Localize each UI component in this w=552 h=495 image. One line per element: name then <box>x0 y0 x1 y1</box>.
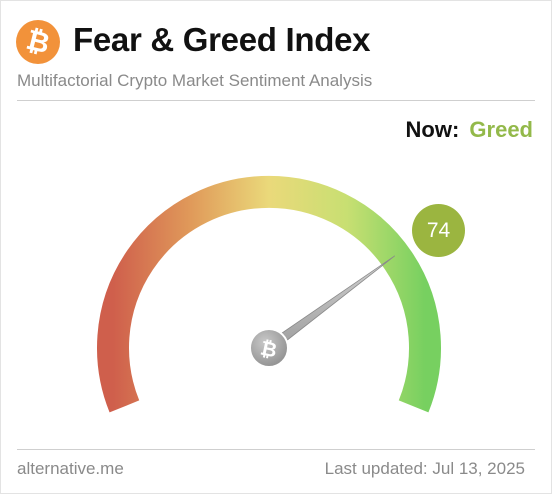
footer-divider <box>17 449 535 450</box>
gauge-arc <box>97 175 441 413</box>
bitcoin-icon: ₿ <box>16 20 60 64</box>
gauge-hub: ₿ <box>249 328 289 368</box>
page-title: Fear & Greed Index <box>73 21 371 58</box>
last-updated: Last updated: Jul 13, 2025 <box>324 459 525 478</box>
bitcoin-icon: ₿ <box>258 336 279 363</box>
score-badge: 74 <box>412 204 465 257</box>
current-sentiment: Now: Greed <box>406 117 533 143</box>
header-divider <box>17 100 535 101</box>
source-link[interactable]: alternative.me <box>17 459 124 478</box>
now-value: Greed <box>469 117 533 142</box>
page-subtitle: Multifactorial Crypto Market Sentiment A… <box>17 71 373 90</box>
now-label: Now: <box>405 117 460 142</box>
